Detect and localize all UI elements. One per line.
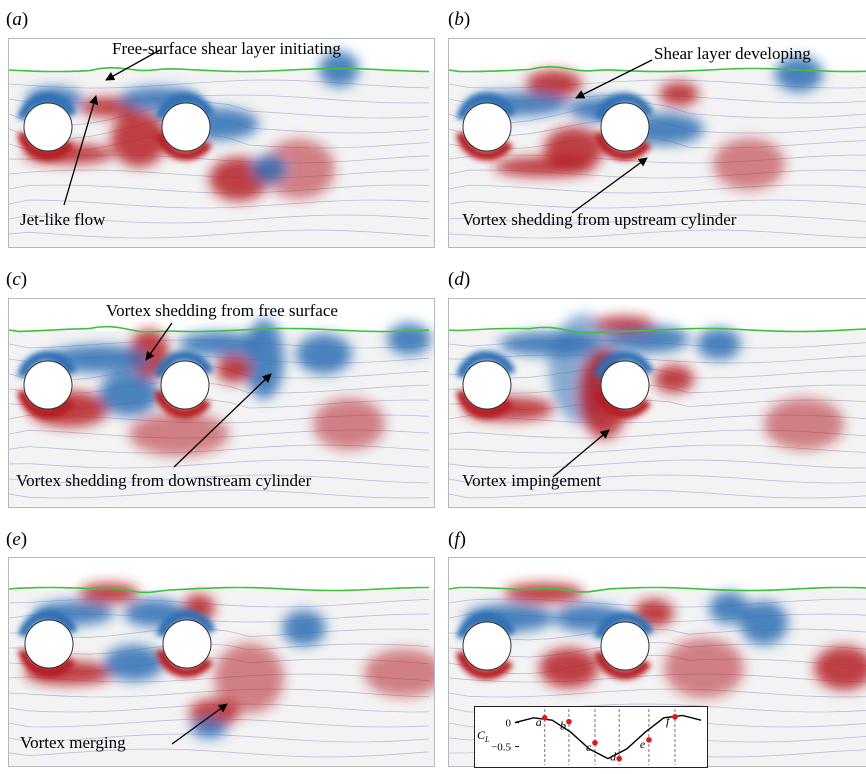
lift-coefficient-inset: CL 0 −0.5 a b c d e f: [474, 706, 708, 768]
annotation-free-surface-shedding: Vortex shedding from free surface: [106, 301, 338, 320]
point-label-e: e: [640, 737, 646, 751]
point-label-a: a: [536, 715, 542, 729]
annotation-shear-layer-developing: Shear layer developing: [654, 44, 811, 63]
annotation-jet-like-flow: Jet-like flow: [20, 210, 106, 229]
point-c: [592, 739, 598, 746]
downstream-cylinder: [160, 360, 210, 410]
upstream-cylinder: [23, 360, 73, 410]
downstream-cylinder: [600, 621, 650, 671]
free-surface-line: [9, 325, 430, 333]
free-surface-line: [9, 586, 430, 594]
cylinder-shear-layers: [456, 611, 654, 680]
point-label-d: d: [610, 750, 617, 764]
upstream-cylinder: [462, 360, 512, 410]
annotation-free-surface-shear: Free-surface shear layer initiating: [112, 39, 341, 58]
point-b: [566, 718, 572, 725]
panel-label-c: (c): [6, 269, 28, 290]
point-label-b: b: [560, 719, 566, 733]
panel-label-b: (b): [448, 9, 471, 30]
flow-field-d: [449, 299, 866, 507]
upstream-cylinder: [462, 102, 512, 152]
free-surface-line: [449, 326, 866, 334]
flow-field-e: [9, 558, 434, 766]
point-f: [672, 714, 678, 720]
panel-label-a: (a): [6, 9, 29, 30]
free-surface-line: [449, 65, 866, 73]
flow-field-f: [449, 558, 866, 766]
free-surface-line: [9, 66, 430, 73]
point-e: [646, 737, 652, 743]
flow-panel-d: [448, 298, 866, 508]
annotation-upstream-shedding: Vortex shedding from upstream cylinder: [462, 210, 737, 229]
panel-label-f: (f): [448, 529, 466, 550]
annotation-downstream-shedding: Vortex shedding from downstream cylinder: [16, 471, 312, 490]
cylinder-shear-layers: [18, 609, 216, 678]
upstream-cylinder: [462, 621, 512, 671]
point-a: [541, 715, 548, 721]
point-label-c: c: [586, 740, 592, 754]
lift-coefficient-series: [514, 714, 702, 760]
point-d: [616, 755, 622, 762]
vorticity-field: [464, 583, 866, 698]
annotation-vortex-merging: Vortex merging: [20, 733, 126, 752]
downstream-cylinder: [600, 102, 650, 152]
point-label-f: f: [666, 714, 671, 728]
upstream-cylinder: [23, 102, 73, 152]
upstream-cylinder: [24, 619, 74, 669]
cylinder-shear-layers: [456, 350, 654, 419]
flow-field-b: [449, 39, 866, 247]
y-axis-label: CL: [477, 728, 490, 744]
flow-panel-c: [8, 298, 435, 508]
flow-field-c: [9, 299, 434, 507]
annotation-vortex-impingement: Vortex impingement: [462, 471, 601, 490]
downstream-cylinder: [600, 360, 650, 410]
downstream-cylinder: [162, 619, 212, 669]
y-tick-label: −0.5: [491, 742, 511, 754]
panel-label-e: (e): [6, 529, 28, 550]
lift-coefficient-chart: CL 0 −0.5 a b c d e f: [477, 709, 702, 765]
free-surface-line: [449, 586, 866, 593]
downstream-cylinder: [161, 102, 211, 152]
flow-panel-b: [448, 38, 866, 248]
panel-label-d: (d): [448, 269, 471, 290]
y-tick-label: 0: [506, 718, 512, 730]
